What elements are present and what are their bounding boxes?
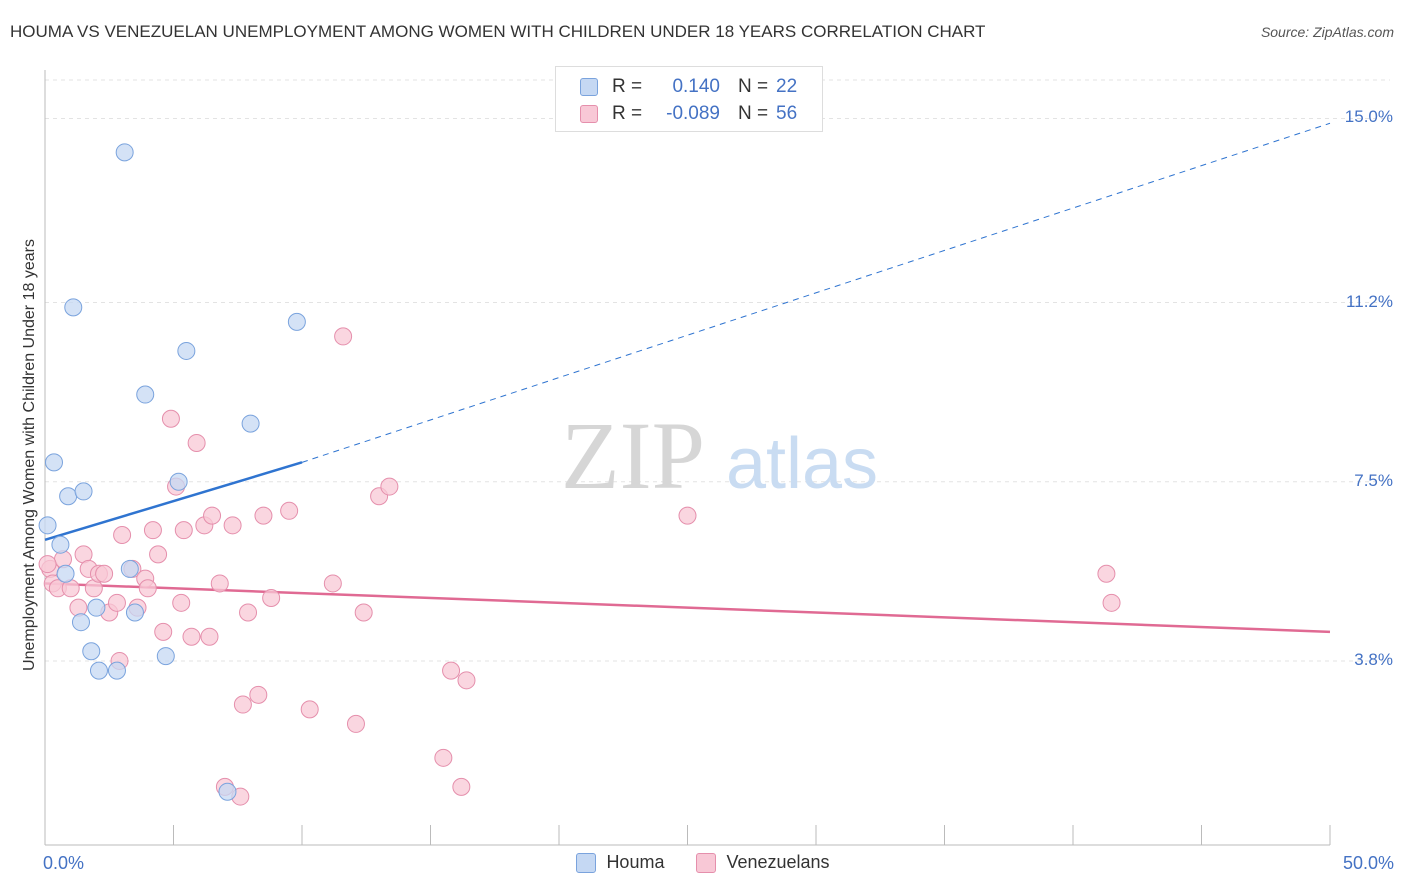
chart-title: HOUMA VS VENEZUELAN UNEMPLOYMENT AMONG W… [10, 22, 986, 41]
venezuelans-point [323, 574, 342, 593]
venezuelans-point [161, 409, 180, 428]
series-legend: Houma Venezuelans [0, 852, 1406, 873]
venezuelans-point [457, 671, 476, 690]
legend-label-venezuelans: Venezuelans [726, 852, 830, 872]
venezuelans-point [200, 627, 219, 646]
venezuelans-point [1097, 564, 1116, 583]
venezuelans-point [203, 506, 222, 525]
houma-point [169, 472, 188, 491]
x-tick-label-max: 50.0% [1342, 853, 1394, 873]
data-points [38, 143, 1121, 806]
houma-point [56, 564, 75, 583]
houma-trend-extension [301, 122, 1331, 463]
venezuelans-point [300, 700, 319, 719]
r-label: R = [612, 103, 643, 124]
houma-point [59, 487, 78, 506]
houma-point [156, 647, 175, 666]
venezuelans-legend-swatch [696, 852, 717, 873]
houma-point [120, 559, 139, 578]
venezuelans-point [1102, 593, 1121, 612]
y-tick-label: 11.2% [1346, 291, 1393, 311]
venezuelans-point [113, 526, 132, 544]
venezuelans-point [138, 579, 157, 598]
y-tick-label: 3.8% [1354, 649, 1393, 669]
x-tick-label-min: 0.0% [43, 853, 85, 873]
legend-label-houma: Houma [606, 852, 665, 872]
venezuelans-point [239, 603, 258, 622]
venezuelans-point [442, 661, 461, 680]
n-value: 56 [776, 103, 798, 124]
houma-point [115, 143, 134, 162]
houma-point [51, 535, 70, 554]
y-tick-label: 15.0% [1344, 107, 1393, 127]
n-value: 22 [776, 76, 798, 97]
watermark: ZIP atlas [561, 402, 878, 509]
houma-point [44, 453, 63, 472]
venezuelans-point [143, 521, 162, 540]
legend-item-venezuelans: Venezuelans [696, 852, 830, 873]
venezuelans-point [434, 748, 453, 767]
axes [44, 70, 1331, 846]
houma-point [241, 414, 260, 433]
houma-legend-swatch [576, 852, 597, 873]
houma-point [87, 598, 106, 617]
houma-point [125, 603, 144, 622]
venezuelans-point [95, 564, 114, 583]
r-label: R = [612, 76, 643, 97]
venezuelans-point [187, 433, 206, 452]
venezuelans-point [678, 506, 697, 525]
legend-row-venezuelans: R = -0.089 N = 56 [556, 99, 797, 129]
venezuelans-point [149, 545, 168, 564]
houma-point [218, 782, 237, 801]
watermark-atlas: atlas [726, 424, 878, 504]
houma-point [287, 312, 306, 331]
venezuelans-trend-line [44, 582, 1331, 634]
venezuelans-point [182, 627, 201, 646]
venezuelans-point [452, 777, 471, 796]
venezuelans-point [254, 506, 273, 525]
venezuelans-point [346, 714, 365, 733]
houma-point [107, 661, 126, 680]
venezuelans-point [38, 555, 57, 574]
venezuelans-point [233, 695, 252, 714]
venezuelans-point [334, 327, 353, 346]
venezuelans-point [280, 501, 299, 520]
houma-point [38, 516, 57, 535]
houma-point [74, 482, 93, 501]
houma-trend-line [44, 461, 303, 542]
venezuelans-point [107, 593, 126, 612]
houma-point [89, 661, 108, 680]
venezuelans-swatch [580, 105, 598, 123]
venezuelans-point [210, 574, 229, 593]
n-label: N = [738, 76, 769, 97]
venezuelans-point [262, 588, 281, 607]
venezuelans-point [174, 521, 193, 540]
r-value: 0.140 [672, 76, 720, 97]
venezuelans-point [223, 516, 242, 535]
venezuelans-point [154, 622, 173, 641]
grid-lines [45, 79, 1390, 662]
venezuelans-point [380, 477, 399, 496]
houma-point [136, 385, 155, 404]
venezuelans-point [354, 603, 373, 622]
source-label: Source: ZipAtlas.com [1260, 24, 1394, 40]
watermark-zip: ZIP [561, 402, 705, 509]
trend-lines [44, 122, 1331, 634]
y-tick-label: 7.5% [1354, 470, 1393, 490]
r-value: -0.089 [666, 103, 720, 124]
houma-swatch [580, 78, 598, 96]
legend-row-houma: R = 0.140 N = 22 [556, 72, 797, 102]
houma-point [177, 341, 196, 360]
houma-point [82, 642, 101, 661]
n-label: N = [738, 103, 769, 124]
houma-point [71, 613, 90, 632]
correlation-legend: R = 0.140 N = 22 R = -0.089 N = 56 [555, 66, 823, 132]
y-axis-label: Unemployment Among Women with Children U… [21, 239, 38, 671]
legend-item-houma: Houma [576, 852, 664, 873]
houma-point [64, 298, 83, 317]
venezuelans-point [172, 593, 191, 612]
venezuelans-point [249, 685, 268, 704]
